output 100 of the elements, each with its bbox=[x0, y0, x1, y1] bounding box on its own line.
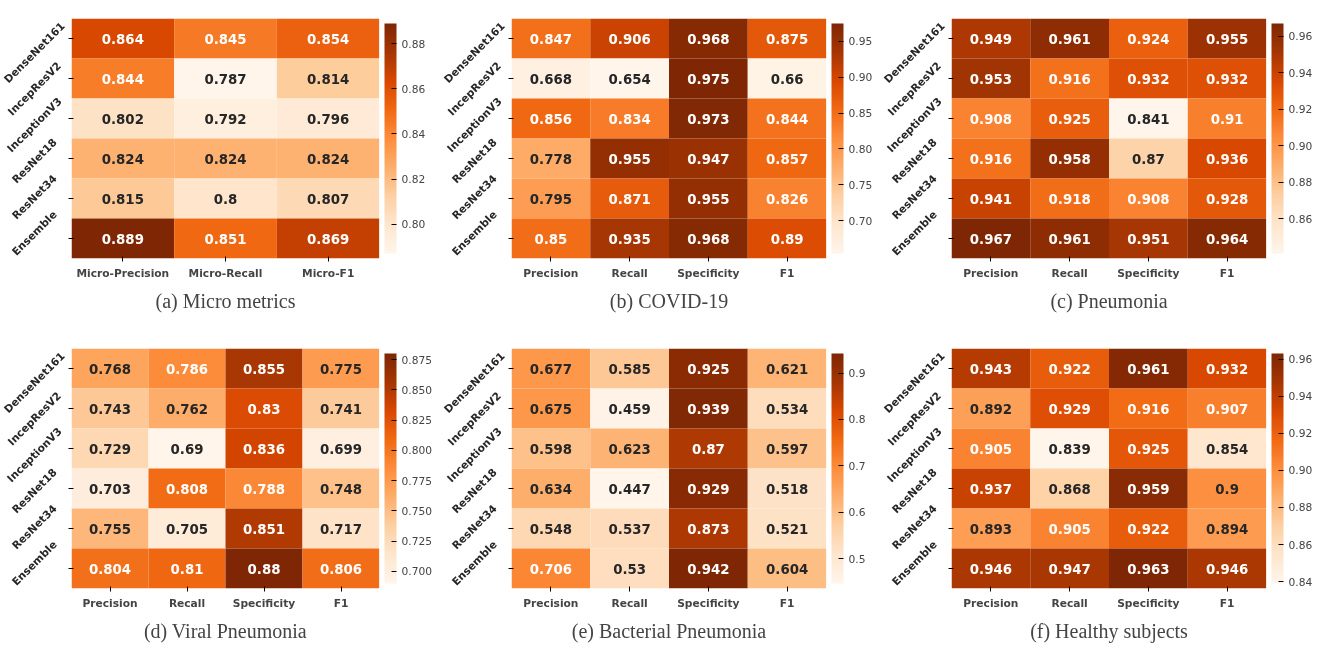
x-tick-label: Micro-F1 bbox=[302, 266, 355, 280]
data-label: 0.768 bbox=[88, 361, 132, 377]
data-label: 0.741 bbox=[319, 401, 363, 417]
data-label: 0.85 bbox=[534, 231, 568, 247]
data-label: 0.87 bbox=[691, 441, 725, 457]
data-label: 0.918 bbox=[1048, 191, 1091, 207]
data-label: 0.854 bbox=[307, 31, 350, 47]
data-label: 0.808 bbox=[165, 481, 209, 497]
data-label: 0.922 bbox=[1048, 361, 1091, 377]
x-tick-label: Recall bbox=[1051, 266, 1088, 280]
data-label: 0.778 bbox=[529, 151, 572, 167]
data-label: 0.89 bbox=[770, 231, 804, 247]
data-label: 0.889 bbox=[101, 231, 144, 247]
data-label: 0.928 bbox=[1206, 191, 1249, 207]
color-bar-label: 0.92 bbox=[1288, 103, 1313, 117]
data-label: 0.834 bbox=[608, 111, 651, 127]
data-label: 0.967 bbox=[969, 231, 1012, 247]
data-label: 0.856 bbox=[529, 111, 572, 127]
data-label: 0.807 bbox=[307, 191, 350, 207]
data-label: 0.53 bbox=[613, 561, 647, 577]
color-bar-label: 0.84 bbox=[1288, 575, 1313, 589]
data-label: 0.925 bbox=[1127, 441, 1170, 457]
text: (b) COVID-19 bbox=[609, 289, 729, 313]
x-tick-label: Specificity bbox=[677, 596, 740, 610]
data-label: 0.946 bbox=[1206, 561, 1249, 577]
data-label: 0.905 bbox=[1048, 521, 1091, 537]
x-tick-label: Specificity bbox=[1117, 266, 1180, 280]
x-tick-label: Specificity bbox=[677, 266, 740, 280]
color-bar-label: 0.86 bbox=[401, 82, 426, 96]
x-tick-label: Specificity bbox=[232, 596, 296, 610]
data-label: 0.83 bbox=[247, 401, 281, 417]
color-bar-label: 0.90 bbox=[848, 71, 873, 85]
x-tick-label: Recall bbox=[611, 266, 648, 280]
data-label: 0.814 bbox=[307, 71, 350, 87]
data-label: 0.958 bbox=[1048, 151, 1091, 167]
data-label: 0.9 bbox=[1215, 481, 1239, 497]
data-label: 0.916 bbox=[1127, 401, 1170, 417]
data-label: 0.677 bbox=[529, 361, 572, 377]
x-tick-label: F1 bbox=[779, 266, 795, 280]
data-label: 0.935 bbox=[608, 231, 651, 247]
color-bar-label: 0.8 bbox=[848, 413, 866, 427]
data-label: 0.908 bbox=[1127, 191, 1170, 207]
color-bar-label: 0.700 bbox=[401, 565, 433, 579]
color-bar-label: 0.850 bbox=[401, 383, 433, 397]
data-label: 0.518 bbox=[766, 481, 809, 497]
color-bar-label: 0.94 bbox=[1288, 66, 1313, 80]
x-tick-label: Precision bbox=[82, 596, 138, 610]
data-label: 0.936 bbox=[1206, 151, 1249, 167]
data-label: 0.796 bbox=[307, 111, 350, 127]
data-label: 0.706 bbox=[529, 561, 572, 577]
text: (f) Healthy subjects bbox=[1030, 619, 1189, 643]
data-label: 0.634 bbox=[529, 481, 572, 497]
data-label: 0.963 bbox=[1127, 561, 1170, 577]
color-bar-label: 0.86 bbox=[1288, 212, 1313, 226]
data-label: 0.961 bbox=[1127, 361, 1170, 377]
data-label: 0.949 bbox=[969, 31, 1012, 47]
data-label: 0.654 bbox=[608, 71, 651, 87]
data-label: 0.951 bbox=[1127, 231, 1170, 247]
data-label: 0.947 bbox=[687, 151, 730, 167]
x-tick-label: Precision bbox=[523, 266, 579, 280]
data-label: 0.795 bbox=[529, 191, 572, 207]
data-label: 0.893 bbox=[969, 521, 1012, 537]
x-tick-label: Specificity bbox=[1117, 596, 1180, 610]
color-bar-label: 0.92 bbox=[1288, 427, 1313, 441]
data-label: 0.841 bbox=[1127, 111, 1170, 127]
data-label: 0.844 bbox=[101, 71, 144, 87]
data-label: 0.788 bbox=[242, 481, 286, 497]
data-label: 0.786 bbox=[165, 361, 209, 377]
data-label: 0.943 bbox=[969, 361, 1012, 377]
text: (c) Pneumonia bbox=[1050, 289, 1168, 313]
x-tick-label: F1 bbox=[333, 596, 349, 610]
data-label: 0.88 bbox=[247, 561, 281, 577]
data-label: 0.857 bbox=[766, 151, 809, 167]
data-label: 0.907 bbox=[1206, 401, 1249, 417]
data-label: 0.851 bbox=[204, 231, 247, 247]
data-label: 0.937 bbox=[969, 481, 1012, 497]
color-bar-label: 0.775 bbox=[401, 474, 433, 488]
data-label: 0.968 bbox=[687, 231, 730, 247]
x-tick-label: F1 bbox=[1219, 266, 1235, 280]
data-label: 0.699 bbox=[319, 441, 363, 457]
data-label: 0.762 bbox=[165, 401, 209, 417]
x-tick-label: Recall bbox=[1051, 596, 1088, 610]
data-label: 0.873 bbox=[687, 521, 730, 537]
data-label: 0.675 bbox=[529, 401, 572, 417]
data-label: 0.924 bbox=[1127, 31, 1170, 47]
data-label: 0.845 bbox=[204, 31, 247, 47]
data-label: 0.892 bbox=[969, 401, 1012, 417]
color-bar-label: 0.86 bbox=[1288, 538, 1313, 552]
color-bar-label: 0.82 bbox=[401, 173, 426, 187]
color-bar-label: 0.88 bbox=[401, 37, 426, 51]
data-label: 0.869 bbox=[307, 231, 350, 247]
data-label: 0.854 bbox=[1206, 441, 1249, 457]
data-label: 0.916 bbox=[969, 151, 1012, 167]
x-tick-label: Recall bbox=[168, 596, 206, 610]
data-label: 0.871 bbox=[608, 191, 651, 207]
data-label: 0.824 bbox=[307, 151, 350, 167]
data-label: 0.844 bbox=[766, 111, 809, 127]
data-label: 0.942 bbox=[687, 561, 730, 577]
color-bar-label: 0.80 bbox=[401, 218, 426, 232]
color-bar-label: 0.90 bbox=[1288, 464, 1313, 478]
